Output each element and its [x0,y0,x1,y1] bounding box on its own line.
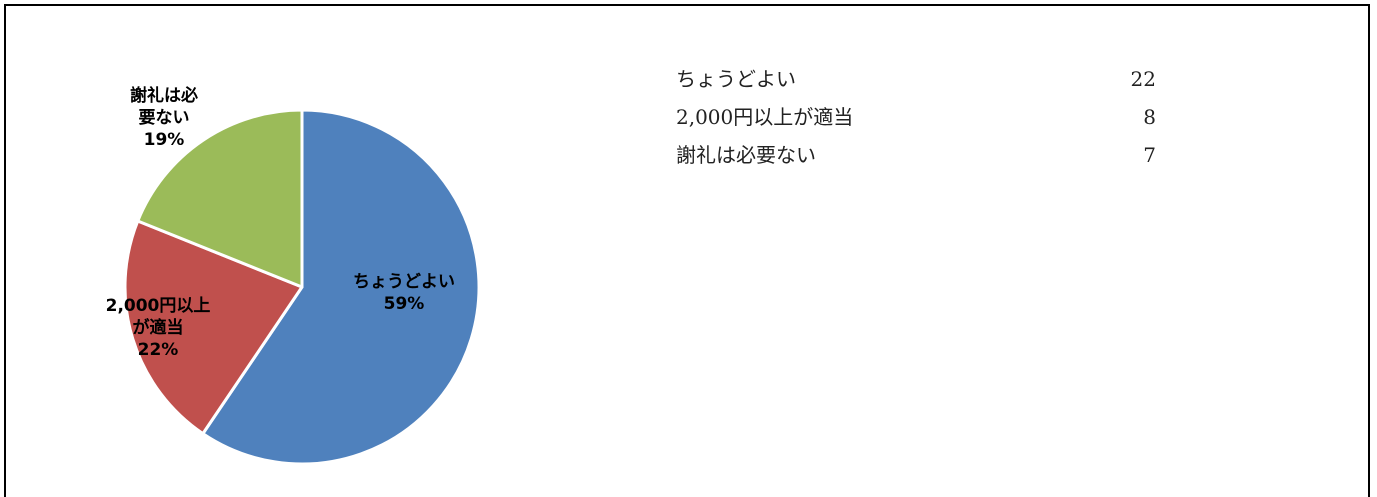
slice-label-line: が適当 [133,317,184,338]
slice-label-line: 59% [384,294,425,314]
row-count: 7 [1143,143,1156,167]
slice-chodoyoi [201,108,481,466]
row-label: ちょうどよい [676,67,796,91]
row-count: 22 [1130,67,1156,91]
slice-label-line: 2,000円以上 [106,296,211,316]
row-count: 8 [1143,105,1156,129]
row-label: 謝礼は必要ない [676,143,816,167]
slice-data-label: ちょうどよい 59% [353,272,455,314]
slice-label-line: 要ない [139,108,190,128]
row-label: 2,000円以上が適当 [676,105,854,129]
slice-2000yen-ijou [123,219,304,436]
table-row: 2,000円以上が適当 8 [676,98,1156,136]
pie-chart: ちょうどよい 59% 2,000円以上が適当 22% 謝礼は必要ない 19% [106,85,481,466]
slice-data-label: 謝礼は必要ない 19% [130,85,198,150]
slice-label-line: 19% [144,130,185,150]
chart-frame [4,4,1370,497]
slice-label-line: ちょうどよい [353,272,455,292]
table-row: ちょうどよい 22 [676,60,1156,98]
slice-data-label: 2,000円以上が適当 22% [106,296,211,360]
slice-label-line: 22% [138,340,179,360]
data-table: ちょうどよい 22 2,000円以上が適当 8 謝礼は必要ない 7 [676,60,1156,174]
table-row: 謝礼は必要ない 7 [676,136,1156,174]
slice-sharei-fuyou [136,108,304,289]
slice-label-line: 謝礼は必 [130,85,198,106]
